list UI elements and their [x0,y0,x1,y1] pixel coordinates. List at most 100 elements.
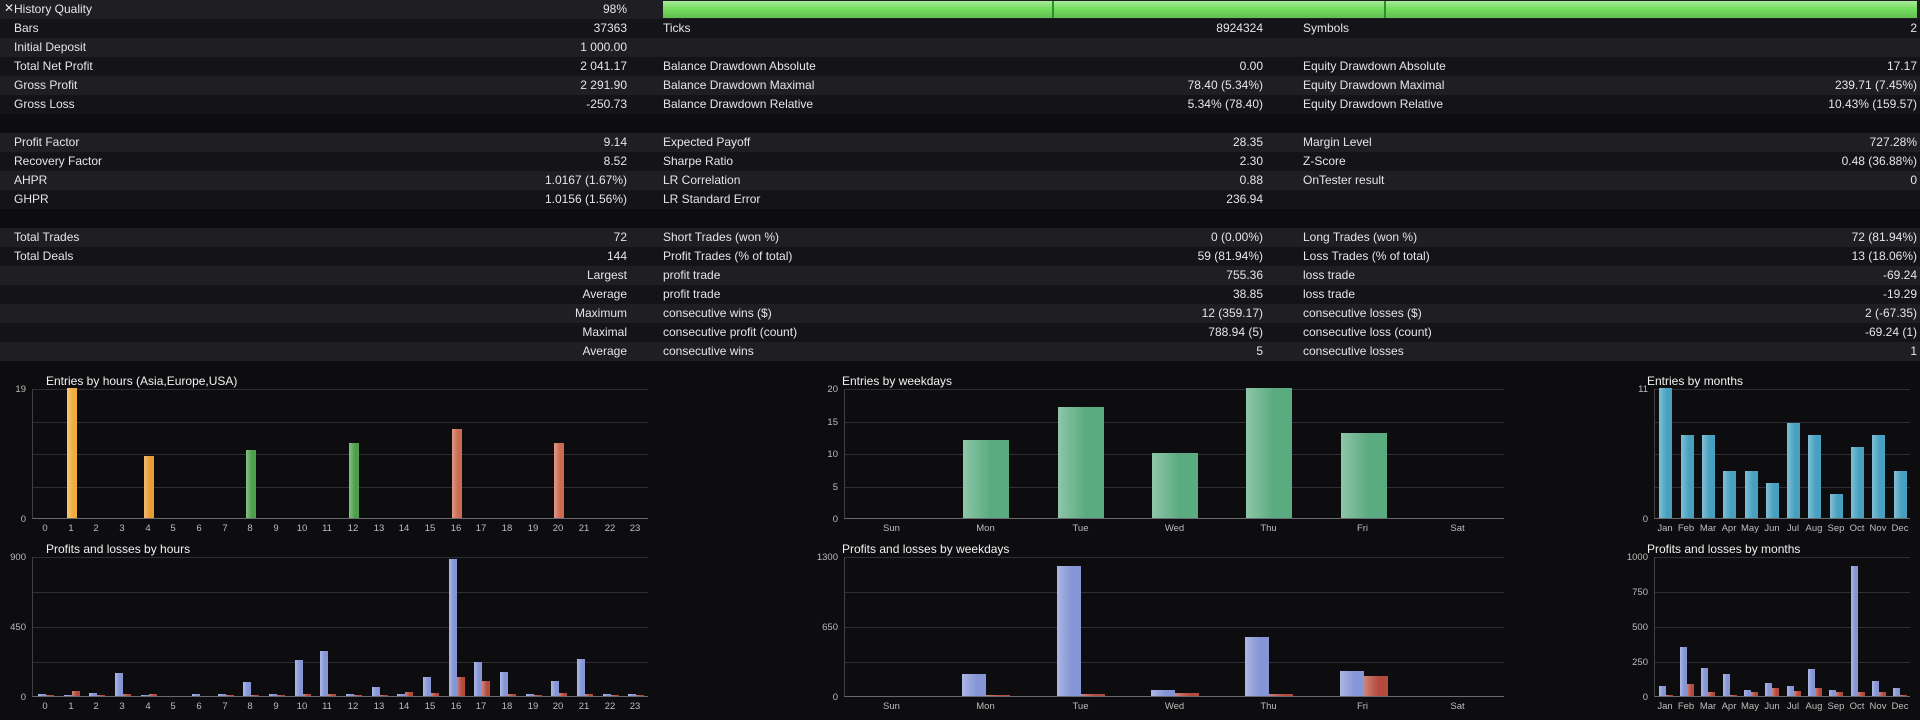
chart-plot-area [1654,557,1910,697]
y-axis-label: 5 [832,482,838,493]
x-axis-label: 5 [170,701,176,712]
bar [226,695,234,696]
chart-title: Profits and losses by weekdays [842,542,1010,556]
x-axis-label: Nov [1869,701,1887,712]
bar [1701,668,1708,696]
x-axis-label: 1 [68,523,74,534]
bar [431,693,439,696]
bar [500,672,508,696]
stat-value: -19.29 [1882,287,1917,301]
stat-value: 755.36 [1226,268,1263,282]
gridline [1655,454,1910,455]
x-axis-label: Fri [1356,523,1369,534]
x-axis-label: 19 [527,523,539,534]
bar [1745,471,1758,518]
y-axis-label: 750 [1632,587,1648,598]
bar [1723,674,1730,696]
x-axis-label: 23 [629,523,641,534]
bar [1702,435,1715,518]
stat-label: Margin Level [1303,135,1372,149]
chart-plot-area [32,557,648,697]
stat-value: 1 [1910,344,1917,358]
bar [1872,681,1879,696]
bar [577,659,585,696]
y-axis-label: 650 [822,622,838,633]
x-axis-label: 22 [604,701,616,712]
stat-label: Bars [14,21,39,35]
stat-value: 236.94 [1226,192,1263,206]
bar [251,695,259,696]
stat-value: 8.52 [603,154,627,168]
chart-profits-losses-by-weekdays: Profits and losses by weekdays 0 650 1300 S… [672,541,1548,719]
stat-label: Equity Drawdown Absolute [1303,59,1446,73]
x-axis-label: 22 [604,523,616,534]
bar [551,681,559,696]
quality-bar-tick [1051,1,1054,18]
stat-label [14,266,377,285]
x-axis-label: 13 [373,701,385,712]
stat-label: Total Trades [14,230,80,244]
x-axis-label: Apr [1721,523,1737,534]
bar [474,662,482,696]
stat-label: OnTester result [1303,173,1385,187]
stat-value: 38.85 [1232,287,1263,301]
stat-value: 98% [602,2,627,16]
stats-row: Average consecutive wins 5 consecutive loss… [0,342,1920,361]
stat-label [1303,190,1663,209]
bar [1830,494,1843,518]
x-axis-label: Wed [1164,523,1185,534]
bar [1730,695,1737,696]
stat-value: 1 000.00 [580,40,627,54]
stat-value: 72 [613,230,627,244]
stat-label: Equity Drawdown Maximal [1303,78,1445,92]
stat-value: 1.0156 (1.56%) [544,192,627,206]
stats-row: Bars 37363 Ticks 8924324 Symbols 2 [0,19,1920,38]
x-axis-label: 16 [450,523,462,534]
gridline [845,389,1504,390]
stat-value: 5 [1256,344,1263,358]
x-axis-label: Oct [1849,523,1865,534]
x-axis-label: Jan [1657,523,1673,534]
bar [380,695,388,696]
x-axis-label: Sat [1450,523,1465,534]
x-axis-label: 2 [93,523,99,534]
stat-value: -69.24 [1882,268,1917,282]
bar [149,694,157,696]
bar [449,559,457,696]
bar [405,692,413,696]
gridline [33,627,648,628]
chart-plot-area [844,388,1504,519]
stats-row: Initial Deposit 1 000.00 [0,38,1920,57]
gridline [1655,422,1910,423]
bar [303,694,311,696]
bar [38,694,46,696]
y-axis-label: 11 [1638,384,1648,395]
gridline [33,487,648,488]
y-axis-label: 15 [827,417,838,428]
stats-row: Maximum consecutive wins ($) 12 (359.17) co… [0,304,1920,323]
bar [1794,691,1801,696]
stats-row: GHPR 1.0156 (1.56%) LR Standard Error 236.9… [0,190,1920,209]
x-axis-label: Jun [1764,523,1780,534]
bar [452,429,462,518]
x-axis-label: 21 [578,701,590,712]
stat-value: 0.48 (36.88%) [1841,154,1917,168]
y-axis-label: 0 [832,514,838,525]
stat-label: Z-Score [1303,154,1346,168]
stat-label: Sharpe Ratio [663,154,734,168]
stat-value: Average [582,287,627,301]
stat-label: Total Net Profit [14,59,93,73]
bar [1708,692,1715,696]
close-icon[interactable]: ✕ [4,1,15,15]
bar [482,681,490,696]
stat-label: loss trade [1303,287,1356,301]
x-axis-label: May [1741,701,1759,712]
stats-row: Average profit trade 38.85 loss trade -19.29 [0,285,1920,304]
gridline [845,557,1504,558]
gridline [33,557,648,558]
stats-row: Maximal consecutive profit (count) 788.94 … [0,323,1920,342]
bar [46,695,54,696]
stat-value: 788.94 (5) [1208,325,1263,339]
x-axis-label: 7 [222,701,228,712]
x-axis-label: 6 [196,701,202,712]
